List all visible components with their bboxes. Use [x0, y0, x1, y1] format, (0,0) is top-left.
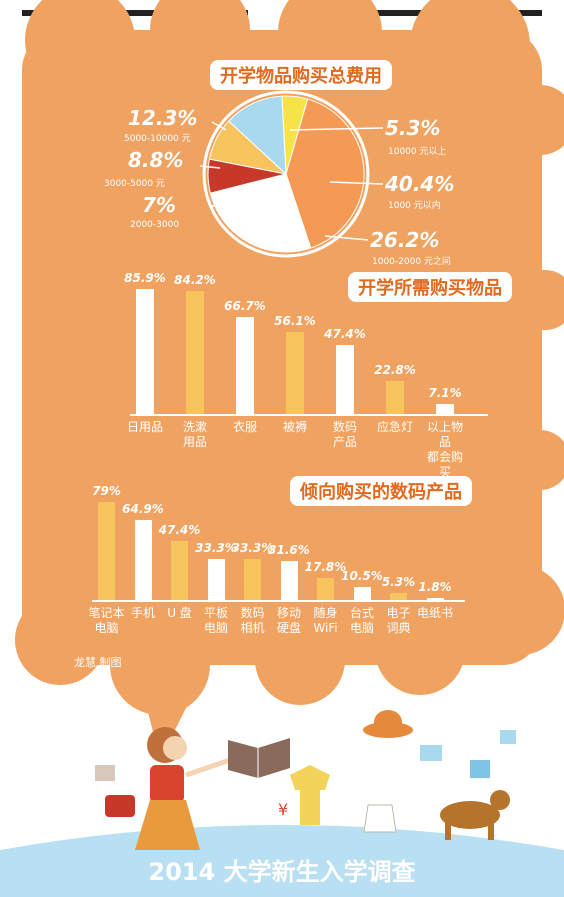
- book-icon: [228, 738, 290, 778]
- bars1-category-label: 应急灯: [376, 420, 413, 434]
- bars1-title: 开学所需购买物品: [348, 272, 512, 302]
- hat-icon: [363, 710, 413, 738]
- pie-leader-line: [199, 165, 221, 169]
- bars1-category-label: 衣服: [232, 420, 257, 434]
- bars1-value-label: 7.1%: [428, 385, 462, 400]
- bars2-bar: [390, 593, 407, 600]
- bars2-category-label: 台式 电脑: [349, 606, 374, 635]
- pie-title: 开学物品购买总费用: [210, 60, 392, 90]
- bars1-bar: [286, 332, 304, 414]
- bars2-category-label: 电纸书: [416, 606, 453, 620]
- bars1-bar: [336, 344, 354, 414]
- bars2-category-label: 电子 词典: [386, 606, 411, 635]
- bars2-bar: [207, 558, 225, 600]
- bars1-value-label: 56.1%: [274, 314, 316, 329]
- yen-icon: ¥: [278, 800, 288, 819]
- bars2-bar: [171, 541, 188, 600]
- bars2-category-label: 笔记本 电脑: [88, 606, 125, 635]
- pie-label-pct: 5.3%: [385, 116, 441, 140]
- pie-leader-line: [211, 121, 227, 131]
- pie-label-desc: 10000 元以上: [388, 147, 447, 157]
- bars1-category-label: 被褥: [282, 420, 307, 434]
- bars2-value-label: 47.4%: [158, 523, 201, 538]
- bars2-value-label: 79%: [92, 484, 121, 499]
- bars1-value-label: 22.8%: [374, 362, 416, 377]
- pie-leader-line: [289, 127, 384, 131]
- pie-label-pct: 8.8%: [128, 148, 184, 172]
- bars2-bar: [317, 577, 334, 600]
- student-illustration: [105, 727, 231, 850]
- bars2-bar: [244, 558, 261, 600]
- pie-leader-line: [324, 235, 369, 241]
- pie-label-pct: 12.3%: [128, 106, 198, 130]
- bars1-bar: [436, 403, 454, 414]
- pie-label-desc: 5000-10000 元: [124, 134, 191, 144]
- pie-label-desc: 1000-2000 元之间: [372, 257, 451, 267]
- bars2-category-label: U 盘: [167, 606, 192, 620]
- pie-label-pct: 40.4%: [385, 172, 455, 196]
- pie-slice: [209, 173, 312, 253]
- pie-outline: [202, 90, 370, 258]
- bars1-category-label: 以上物品 都会购买: [426, 420, 463, 479]
- svg-text:¥: ¥: [278, 800, 288, 819]
- sweater-icon: [290, 765, 330, 825]
- bars2-category-label: 随身 WiFi: [313, 606, 338, 635]
- bars2-value-label: 17.8%: [304, 559, 347, 574]
- bars1-bar: [236, 316, 254, 414]
- bars2-category-label: 数码 相机: [240, 606, 265, 635]
- pie-slice: [227, 95, 287, 176]
- bars1-value-label: 85.9%: [124, 270, 166, 285]
- pie-slice: [285, 98, 365, 249]
- bars2-value-label: 33.3%: [231, 540, 274, 555]
- speech-cloud: [15, 0, 564, 760]
- bars1-bar: [386, 380, 404, 414]
- bars1-category-label: 洗漱 用品: [182, 420, 207, 449]
- bars2-baseline: [92, 600, 465, 602]
- pie-label-desc: 3000-5000 元: [104, 179, 165, 189]
- dog-icon: [440, 790, 510, 840]
- bars1-value-label: 47.4%: [324, 326, 366, 341]
- survey-banner: 2014 大学新生入学调查: [148, 858, 416, 886]
- bars2-value-label: 1.8%: [418, 579, 452, 594]
- pie-label-pct: 26.2%: [370, 228, 440, 252]
- bars2-bar: [353, 586, 371, 600]
- pie-leader-line: [329, 181, 384, 185]
- bars1-category-label: 数码 产品: [332, 420, 357, 449]
- bars1-bar: [186, 291, 204, 414]
- clothes-icons: [95, 730, 516, 781]
- bars1-category-label: 日用品: [126, 420, 163, 434]
- bars1-value-label: 66.7%: [224, 298, 266, 313]
- bars1-baseline: [130, 414, 488, 416]
- bars1-value-label: 84.2%: [174, 273, 216, 288]
- bars2-value-label: 31.6%: [268, 542, 310, 557]
- pie-label-desc: 2000-3000: [130, 220, 180, 230]
- bars2-bar: [280, 560, 298, 600]
- top-rule-left: [22, 10, 248, 16]
- bag-icon: [363, 804, 397, 833]
- pie-label-desc: 1000 元以内: [388, 201, 441, 211]
- bars2-value-label: 33.3%: [195, 540, 237, 555]
- bars2-value-label: 10.5%: [341, 568, 383, 583]
- bars2-bar: [134, 519, 152, 600]
- bars2-category-label: 平板 电脑: [203, 606, 228, 635]
- bars2-category-label: 移动 硬盘: [276, 606, 301, 635]
- bars2-bar: [98, 502, 115, 600]
- pie-label-pct: 7%: [142, 193, 176, 217]
- bars2-value-label: 5.3%: [381, 575, 416, 590]
- bars2-title: 倾向购买的数码产品: [290, 476, 472, 506]
- credit-text: 龙慧 制图: [74, 656, 122, 669]
- bars2-value-label: 64.9%: [122, 501, 164, 516]
- bars2-bar: [426, 597, 444, 600]
- bars2-category-label: 手机: [130, 606, 155, 620]
- bars1-bar: [136, 288, 154, 414]
